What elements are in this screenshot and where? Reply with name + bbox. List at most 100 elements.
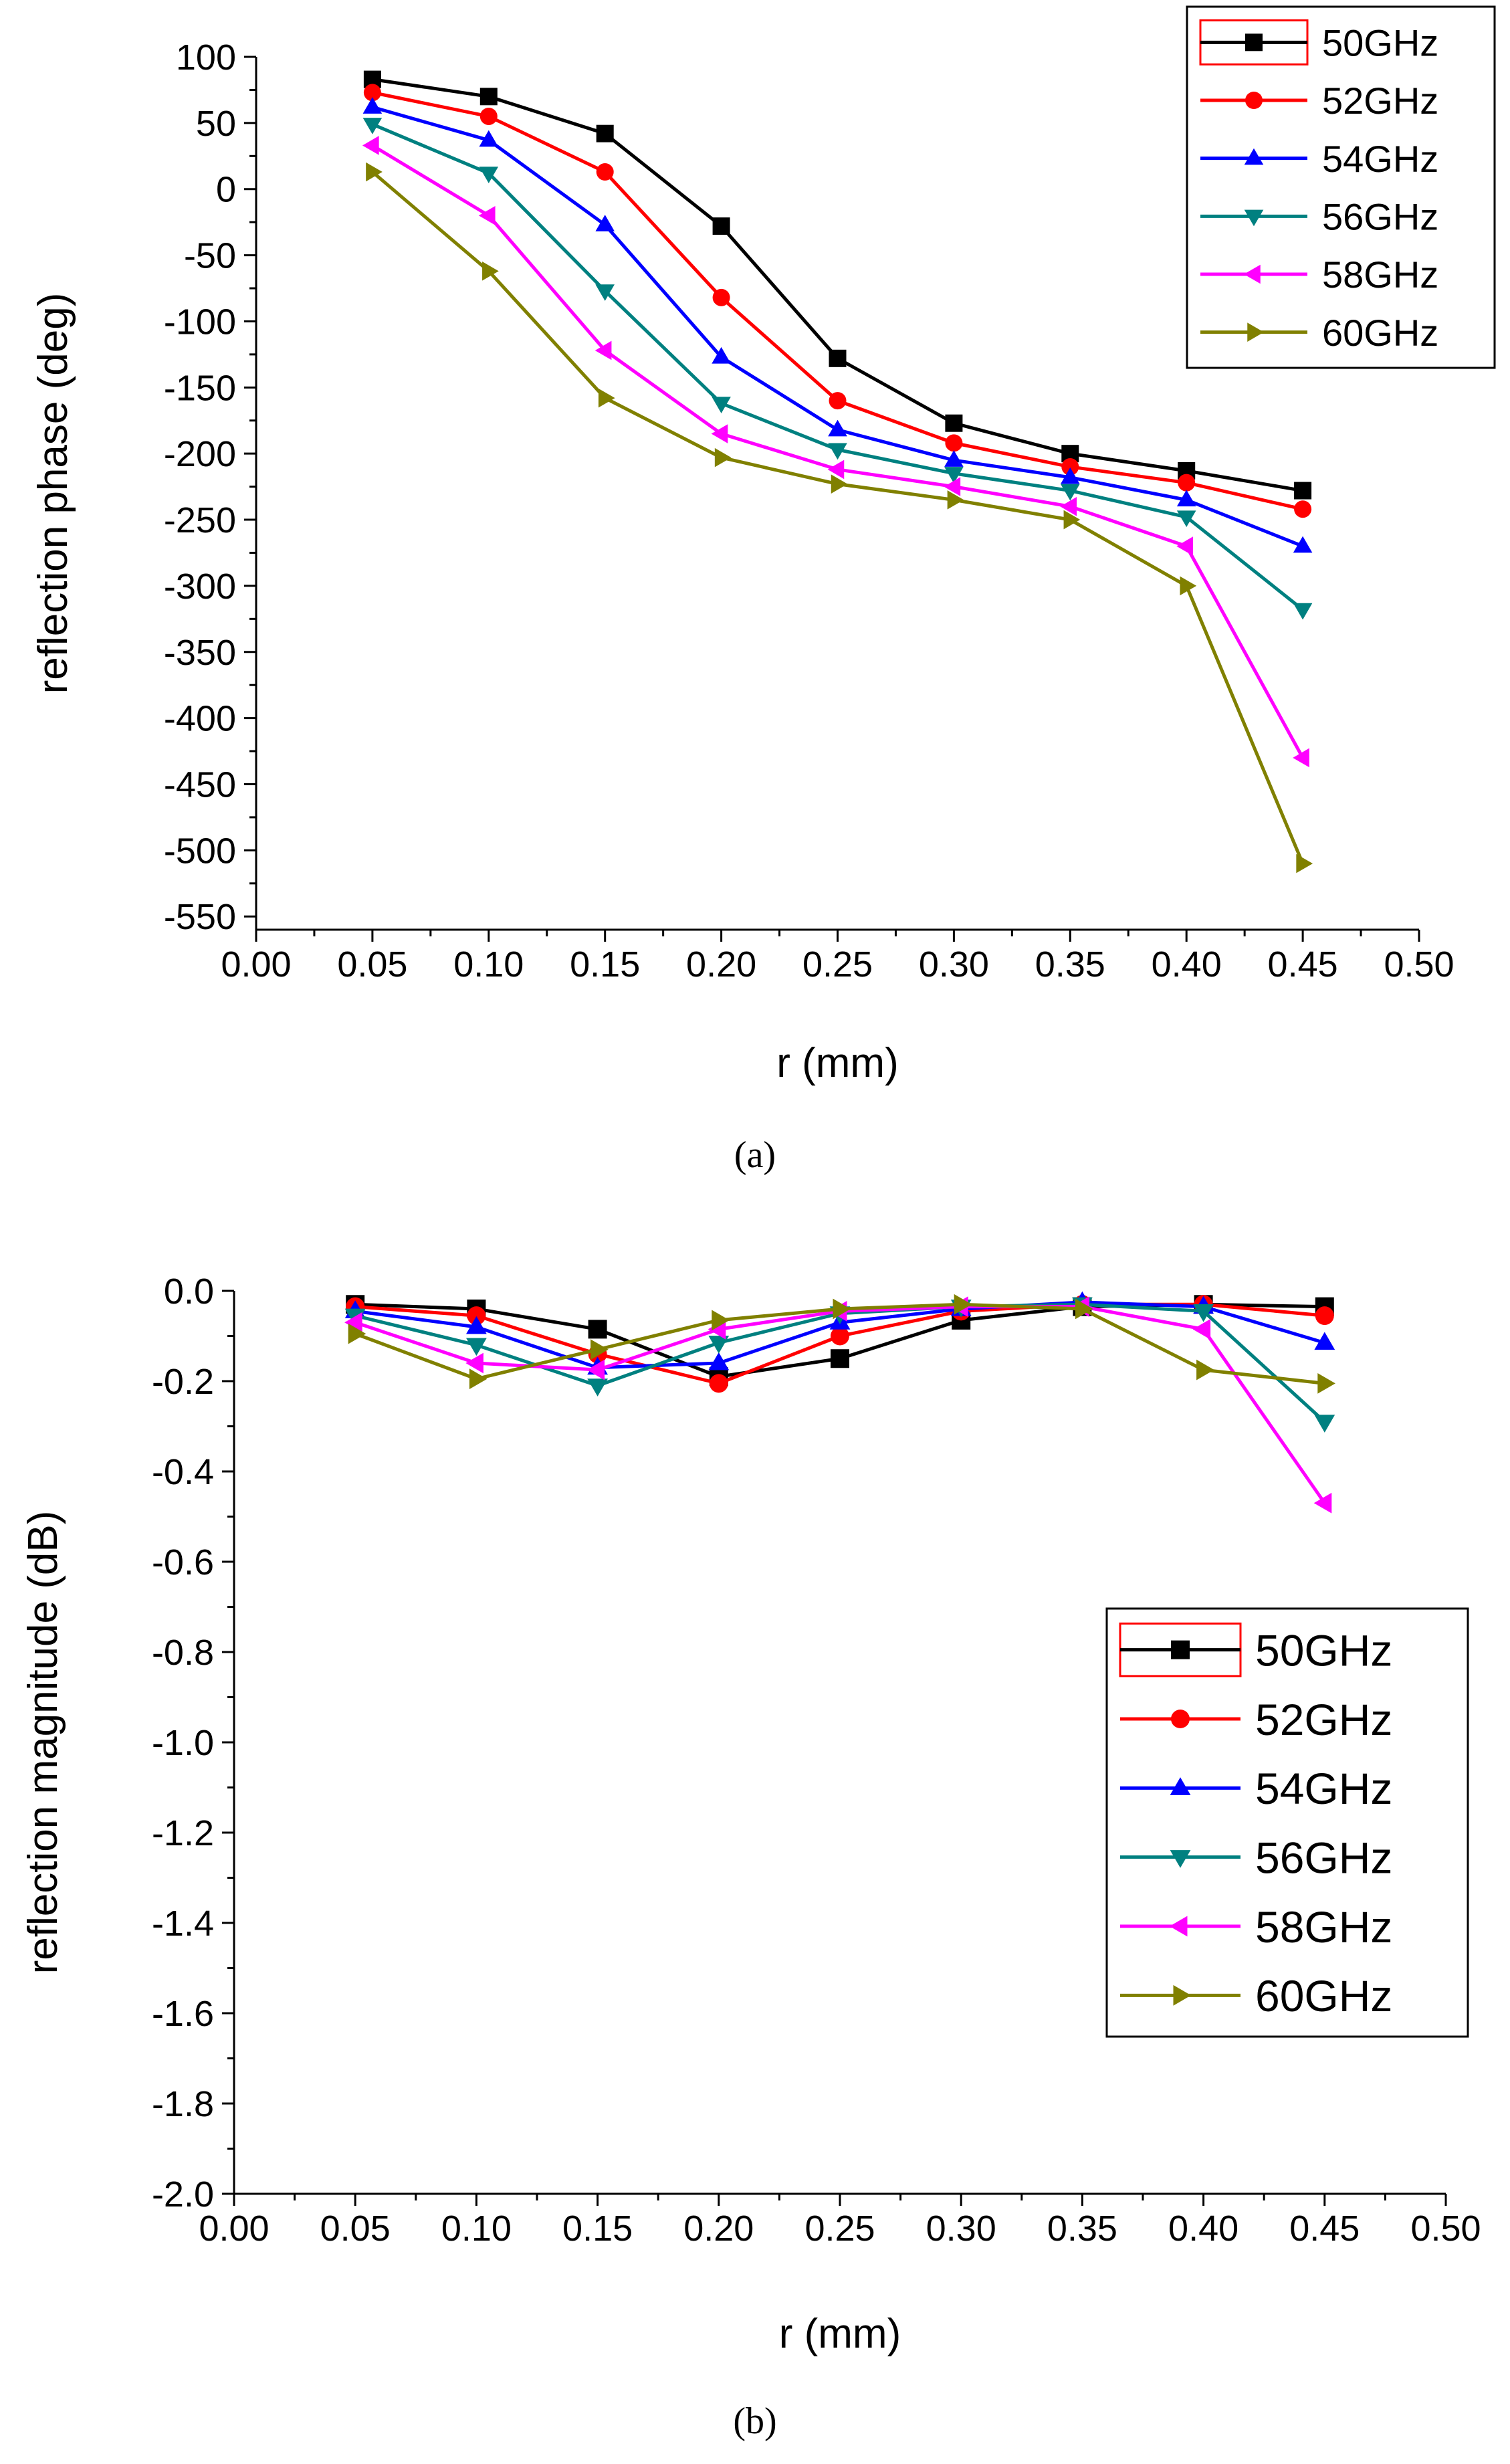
data-point bbox=[1060, 496, 1077, 516]
y-tick-label: 0 bbox=[216, 170, 236, 210]
data-point bbox=[1196, 1359, 1214, 1380]
x-tick-label: 0.30 bbox=[926, 2209, 996, 2249]
data-point bbox=[1296, 853, 1313, 874]
y-axis-label: reflection phase (deg) bbox=[30, 293, 76, 694]
legend-marker bbox=[1171, 1710, 1190, 1728]
legend-label: 58GHz bbox=[1322, 253, 1438, 296]
data-point bbox=[709, 1374, 728, 1393]
legend-box bbox=[1105, 1607, 1469, 2038]
data-point bbox=[829, 392, 847, 410]
legend-box bbox=[1186, 5, 1496, 369]
data-point bbox=[712, 288, 730, 306]
data-point bbox=[954, 1294, 972, 1315]
y-axis-label: reflection magnitude (dB) bbox=[20, 1511, 66, 1974]
y-tick-label: -500 bbox=[164, 831, 236, 871]
data-point bbox=[344, 1312, 362, 1333]
data-point bbox=[598, 388, 615, 408]
y-tick-label: 0.0 bbox=[164, 1271, 214, 1312]
x-tick-label: 0.35 bbox=[1035, 944, 1105, 985]
series-56GHz bbox=[362, 118, 1313, 620]
legend-label: 60GHz bbox=[1322, 312, 1438, 354]
data-point bbox=[945, 434, 963, 452]
data-point bbox=[1176, 510, 1196, 528]
data-point bbox=[466, 1316, 487, 1334]
data-point bbox=[1061, 457, 1079, 476]
data-point bbox=[708, 1352, 730, 1370]
data-point bbox=[1294, 482, 1312, 500]
x-tick-label: 0.20 bbox=[686, 944, 756, 985]
figure-caption: (a) bbox=[734, 1134, 776, 1176]
legend-label: 50GHz bbox=[1322, 21, 1438, 64]
data-point bbox=[1075, 1298, 1093, 1320]
x-tick-label: 0.00 bbox=[199, 2209, 269, 2249]
y-tick-label: -550 bbox=[164, 897, 236, 937]
series-60GHz bbox=[348, 1294, 1335, 1394]
data-point bbox=[1176, 490, 1196, 507]
legend-label: 52GHz bbox=[1322, 80, 1438, 122]
data-point bbox=[596, 124, 614, 142]
data-point bbox=[1178, 474, 1196, 492]
data-point bbox=[1193, 1304, 1214, 1322]
data-point bbox=[1294, 500, 1312, 518]
x-tick-label: 0.05 bbox=[320, 2209, 391, 2249]
x-tick-label: 0.40 bbox=[1168, 2209, 1238, 2249]
x-axis-label: r (mm) bbox=[776, 1040, 898, 1086]
data-point bbox=[362, 136, 379, 155]
data-point bbox=[348, 1323, 366, 1344]
x-tick-label: 0.25 bbox=[804, 2209, 875, 2249]
data-point bbox=[478, 205, 496, 225]
data-point bbox=[362, 97, 383, 114]
data-point bbox=[1063, 510, 1081, 530]
data-point bbox=[1313, 1492, 1332, 1514]
legend: 50GHz 52GHz 54GHz 56GHz 58GHz 60GHz bbox=[1105, 1607, 1469, 2038]
figure-caption: (b) bbox=[733, 2400, 776, 2442]
legend-marker bbox=[1244, 264, 1261, 284]
data-point bbox=[595, 340, 612, 361]
x-tick-label: 0.40 bbox=[1152, 944, 1222, 985]
data-point bbox=[469, 1368, 488, 1390]
legend-marker bbox=[1244, 209, 1264, 227]
x-tick-label: 0.15 bbox=[570, 944, 640, 985]
series-58GHz bbox=[362, 136, 1309, 768]
data-point bbox=[1315, 1306, 1334, 1326]
data-point bbox=[586, 1359, 605, 1380]
data-point bbox=[1176, 536, 1193, 556]
y-tick-label: -2.0 bbox=[152, 2174, 214, 2215]
x-tick-label: 0.15 bbox=[562, 2209, 633, 2249]
x-tick-label: 0.10 bbox=[453, 944, 524, 985]
legend-marker bbox=[1170, 1777, 1191, 1795]
legend-label: 56GHz bbox=[1322, 195, 1438, 237]
data-point bbox=[711, 424, 728, 443]
data-point bbox=[1314, 1415, 1335, 1433]
chart-reflection-phase: 0.00 0.05 0.10 0.15 0.20 0.25 0.30 0.35 0.40 0.45… bbox=[30, 5, 1496, 1176]
x-tick-label: 0.25 bbox=[802, 944, 873, 985]
legend-marker bbox=[1245, 92, 1263, 109]
x-tick-label: 0.05 bbox=[337, 944, 407, 985]
data-point bbox=[944, 467, 964, 484]
y-tick-label: -100 bbox=[164, 302, 236, 342]
legend-marker bbox=[1171, 1640, 1190, 1659]
data-point bbox=[712, 1310, 730, 1331]
data-point bbox=[831, 474, 848, 494]
y-tick-label: -0.8 bbox=[152, 1633, 214, 1673]
legend-marker bbox=[1244, 148, 1264, 165]
data-point bbox=[366, 162, 383, 182]
data-point bbox=[1061, 484, 1080, 501]
y-tick-label: -450 bbox=[164, 765, 236, 805]
y-tick-label: 100 bbox=[176, 37, 236, 78]
legend-label: 54GHz bbox=[1322, 138, 1438, 180]
data-point bbox=[479, 107, 498, 125]
data-point bbox=[831, 1326, 849, 1346]
x-tick-label: 0.50 bbox=[1410, 2209, 1481, 2249]
data-point bbox=[712, 346, 731, 364]
x-tick-label: 0.10 bbox=[441, 2209, 512, 2249]
y-tick-label: -250 bbox=[164, 500, 236, 540]
data-point bbox=[466, 1338, 487, 1356]
data-point bbox=[712, 217, 730, 235]
data-point bbox=[590, 1339, 609, 1360]
legend-marker bbox=[1173, 1984, 1192, 2006]
data-point bbox=[1293, 603, 1313, 620]
legend-label: 56GHz bbox=[1255, 1833, 1392, 1882]
series-60GHz bbox=[366, 162, 1313, 874]
